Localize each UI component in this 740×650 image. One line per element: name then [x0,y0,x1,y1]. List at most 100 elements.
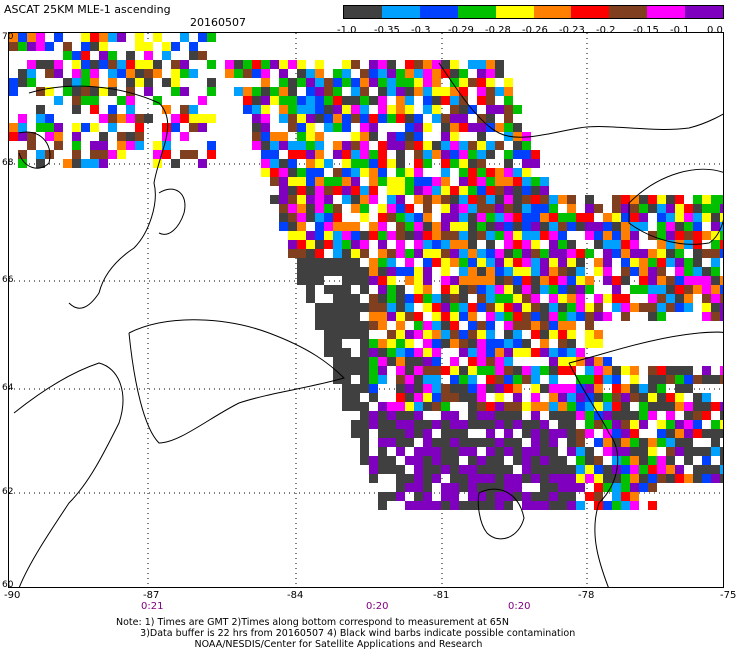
wind-pixel [720,456,723,465]
wind-pixel [423,447,432,456]
wind-pixel [486,213,495,222]
wind-pixel [621,465,630,474]
wind-pixel [459,366,468,375]
wind-pixel [414,159,423,168]
wind-pixel [639,213,648,222]
wind-pixel [666,231,675,240]
wind-pixel [504,186,513,195]
wind-pixel [288,60,297,69]
wind-pixel [351,393,360,402]
wind-pixel [432,384,441,393]
wind-pixel [720,231,723,240]
wind-pixel [441,411,450,420]
wind-pixel [576,312,585,321]
wind-pixel [333,249,342,258]
wind-pixel [540,249,549,258]
wind-pixel [459,276,468,285]
wind-pixel [594,240,603,249]
wind-pixel [432,294,441,303]
wind-pixel [207,60,216,69]
wind-pixel [468,186,477,195]
wind-pixel [702,393,711,402]
wind-pixel [558,465,567,474]
wind-pixel [702,375,711,384]
wind-pixel [36,150,45,159]
wind-pixel [333,168,342,177]
wind-pixel [531,150,540,159]
wind-pixel [378,114,387,123]
wind-pixel [522,303,531,312]
wind-pixel [486,375,495,384]
wind-pixel [657,276,666,285]
wind-pixel [702,312,711,321]
wind-pixel [639,465,648,474]
wind-pixel [558,312,567,321]
wind-pixel [684,366,693,375]
wind-pixel [612,393,621,402]
wind-pixel [90,105,99,114]
wind-pixel [549,429,558,438]
wind-pixel [612,204,621,213]
wind-pixel [360,141,369,150]
wind-pixel [369,375,378,384]
wind-pixel [72,150,81,159]
wind-pixel [54,33,63,42]
wind-pixel [711,276,720,285]
wind-pixel [549,222,558,231]
wind-pixel [486,168,495,177]
wind-pixel [657,384,666,393]
wind-pixel [333,78,342,87]
wind-pixel [432,456,441,465]
wind-pixel [288,249,297,258]
wind-pixel [477,303,486,312]
wind-pixel [378,321,387,330]
wind-pixel [459,465,468,474]
wind-pixel [324,204,333,213]
wind-pixel [621,366,630,375]
wind-pixel [594,402,603,411]
wind-pixel [90,150,99,159]
wind-pixel [585,465,594,474]
wind-pixel [108,105,117,114]
wind-pixel [477,186,486,195]
wind-pixel [162,123,171,132]
wind-pixel [477,402,486,411]
wind-pixel [486,465,495,474]
wind-pixel [513,312,522,321]
wind-pixel [135,132,144,141]
wind-pixel [252,123,261,132]
wind-pixel [333,96,342,105]
wind-pixel [405,204,414,213]
wind-pixel [333,366,342,375]
wind-pixel [288,123,297,132]
wind-pixel [378,447,387,456]
wind-pixel [378,213,387,222]
wind-pixel [468,492,477,501]
wind-pixel [630,447,639,456]
wind-pixel [684,384,693,393]
wind-pixel [495,366,504,375]
wind-pixel [315,258,324,267]
wind-pixel [531,384,540,393]
wind-pixel [171,123,180,132]
wind-pixel [414,492,423,501]
wind-pixel [405,348,414,357]
wind-pixel [486,222,495,231]
wind-pixel [405,474,414,483]
wind-pixel [486,195,495,204]
wind-pixel [36,105,45,114]
wind-pixel [387,402,396,411]
wind-pixel [576,483,585,492]
wind-pixel [576,249,585,258]
wind-pixel [450,186,459,195]
wind-pixel [693,447,702,456]
wind-pixel [423,150,432,159]
wind-pixel [126,78,135,87]
wind-pixel [144,60,153,69]
wind-pixel [342,195,351,204]
wind-pixel [621,312,630,321]
wind-pixel [324,159,333,168]
wind-pixel [477,132,486,141]
wind-pixel [630,204,639,213]
wind-pixel [612,276,621,285]
